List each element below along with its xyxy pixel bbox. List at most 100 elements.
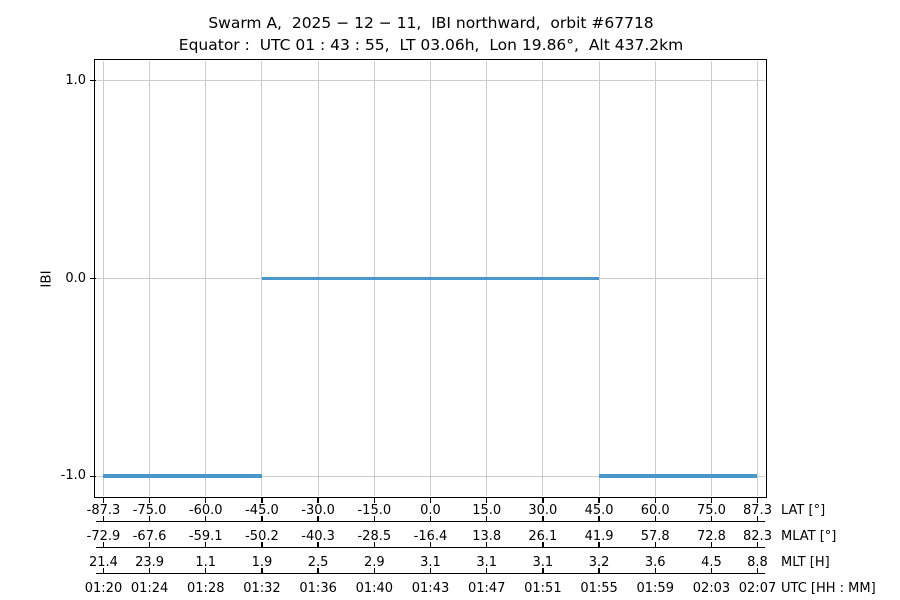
x-tick-label: 2.9 <box>363 554 385 570</box>
x-tick-label: -45.0 <box>245 502 279 518</box>
x-tick-label: 13.8 <box>472 528 502 544</box>
x-tick-mark <box>542 498 544 503</box>
x-tick-mark <box>102 515 105 521</box>
v-gridline <box>149 61 151 496</box>
axis-row-label: UTC [HH : MM] <box>781 580 876 596</box>
x-tick-mark <box>205 515 207 521</box>
x-tick-label: -28.5 <box>357 528 392 544</box>
x-tick-label: 4.5 <box>701 554 722 570</box>
y-tick-label: 1.0 <box>65 72 86 88</box>
y-tick-mark <box>90 80 96 82</box>
x-tick-mark <box>429 515 432 521</box>
x-tick-mark <box>148 515 151 521</box>
x-tick-mark <box>598 515 600 521</box>
x-tick-label: 2.5 <box>307 554 329 570</box>
x-tick-label: 87.3 <box>743 502 772 518</box>
x-tick-mark <box>756 515 759 521</box>
x-tick-label: 3.2 <box>588 554 610 570</box>
x-tick-label: 02:07 <box>738 580 777 596</box>
x-tick-mark <box>710 541 713 547</box>
x-tick-label: 1.1 <box>195 554 217 570</box>
x-tick-mark <box>485 515 488 521</box>
x-tick-label: 82.3 <box>743 528 772 544</box>
x-tick-mark <box>654 498 656 503</box>
x-tick-label: 02:03 <box>692 580 731 596</box>
axis-row-label: MLAT [°] <box>781 528 837 544</box>
y-tick-label: 0.0 <box>65 270 86 286</box>
x-tick-label: -75.0 <box>132 502 167 518</box>
x-tick-mark <box>542 515 544 521</box>
x-tick-mark <box>710 498 713 503</box>
x-tick-label: -30.0 <box>301 502 335 518</box>
x-tick-label: 01:36 <box>299 580 337 596</box>
x-tick-mark <box>148 567 151 573</box>
x-tick-label: 3.1 <box>532 554 554 570</box>
x-tick-mark <box>598 498 600 503</box>
x-tick-label: 60.0 <box>640 502 670 518</box>
x-tick-label: -40.3 <box>301 528 335 544</box>
x-tick-label: 41.9 <box>584 528 614 544</box>
x-tick-label: 21.4 <box>89 554 118 570</box>
x-tick-mark <box>102 541 105 547</box>
x-tick-mark <box>205 541 207 547</box>
x-tick-label: -72.9 <box>86 528 121 544</box>
x-tick-label: -60.0 <box>188 502 223 518</box>
x-tick-mark <box>261 567 263 573</box>
x-tick-label: -59.1 <box>188 528 223 544</box>
x-tick-label: 01:24 <box>130 580 169 596</box>
x-tick-mark <box>542 541 544 547</box>
axis-row-line <box>96 546 765 548</box>
v-gridline <box>205 61 207 496</box>
x-tick-mark <box>485 567 488 573</box>
x-tick-mark <box>205 567 207 573</box>
plot-area <box>94 59 767 498</box>
x-tick-mark <box>598 567 600 573</box>
x-tick-mark <box>205 498 207 503</box>
x-tick-label: -16.4 <box>413 528 448 544</box>
x-tick-mark <box>102 567 105 573</box>
x-tick-mark <box>373 515 375 521</box>
x-tick-label: 75.0 <box>696 502 726 518</box>
v-gridline <box>654 61 656 496</box>
data-line-segment <box>261 276 600 281</box>
x-tick-mark <box>261 541 263 547</box>
x-tick-label: 01:47 <box>467 580 506 596</box>
x-tick-label: 1.9 <box>251 554 273 570</box>
x-tick-mark <box>148 498 151 503</box>
x-tick-label: 45.0 <box>584 502 614 518</box>
x-tick-mark <box>429 498 432 503</box>
v-gridline <box>710 61 712 496</box>
data-line-segment <box>599 474 758 479</box>
x-tick-label: -67.6 <box>132 528 167 544</box>
x-tick-label: 01:43 <box>411 580 450 596</box>
x-tick-mark <box>598 541 600 547</box>
x-tick-label: 3.6 <box>644 554 666 570</box>
x-tick-mark <box>373 498 375 503</box>
x-tick-label: -50.2 <box>245 528 279 544</box>
x-tick-mark <box>317 498 319 503</box>
x-tick-mark <box>429 567 432 573</box>
x-tick-label: 01:55 <box>580 580 618 596</box>
x-tick-label: 8.8 <box>747 554 768 570</box>
x-tick-mark <box>710 567 713 573</box>
v-gridline <box>757 61 758 496</box>
x-tick-mark <box>429 541 432 547</box>
x-tick-label: 0.0 <box>420 502 441 518</box>
axis-row-line <box>96 572 765 574</box>
figure-title: Swarm A, 2025 − 12 − 11, IBI northward, … <box>208 14 654 32</box>
x-tick-label: 01:59 <box>636 580 674 596</box>
x-tick-mark <box>261 515 263 521</box>
x-tick-mark <box>654 515 656 521</box>
x-tick-label: 01:32 <box>243 580 281 596</box>
y-tick-mark <box>90 475 96 477</box>
x-tick-label: 3.1 <box>420 554 441 570</box>
x-tick-mark <box>542 567 544 573</box>
x-tick-mark <box>317 541 319 547</box>
x-tick-label: 30.0 <box>528 502 558 518</box>
x-tick-mark <box>756 567 759 573</box>
v-gridline <box>598 61 600 496</box>
x-tick-mark <box>317 515 319 521</box>
x-tick-label: 01:20 <box>84 580 123 596</box>
x-tick-mark <box>485 541 488 547</box>
